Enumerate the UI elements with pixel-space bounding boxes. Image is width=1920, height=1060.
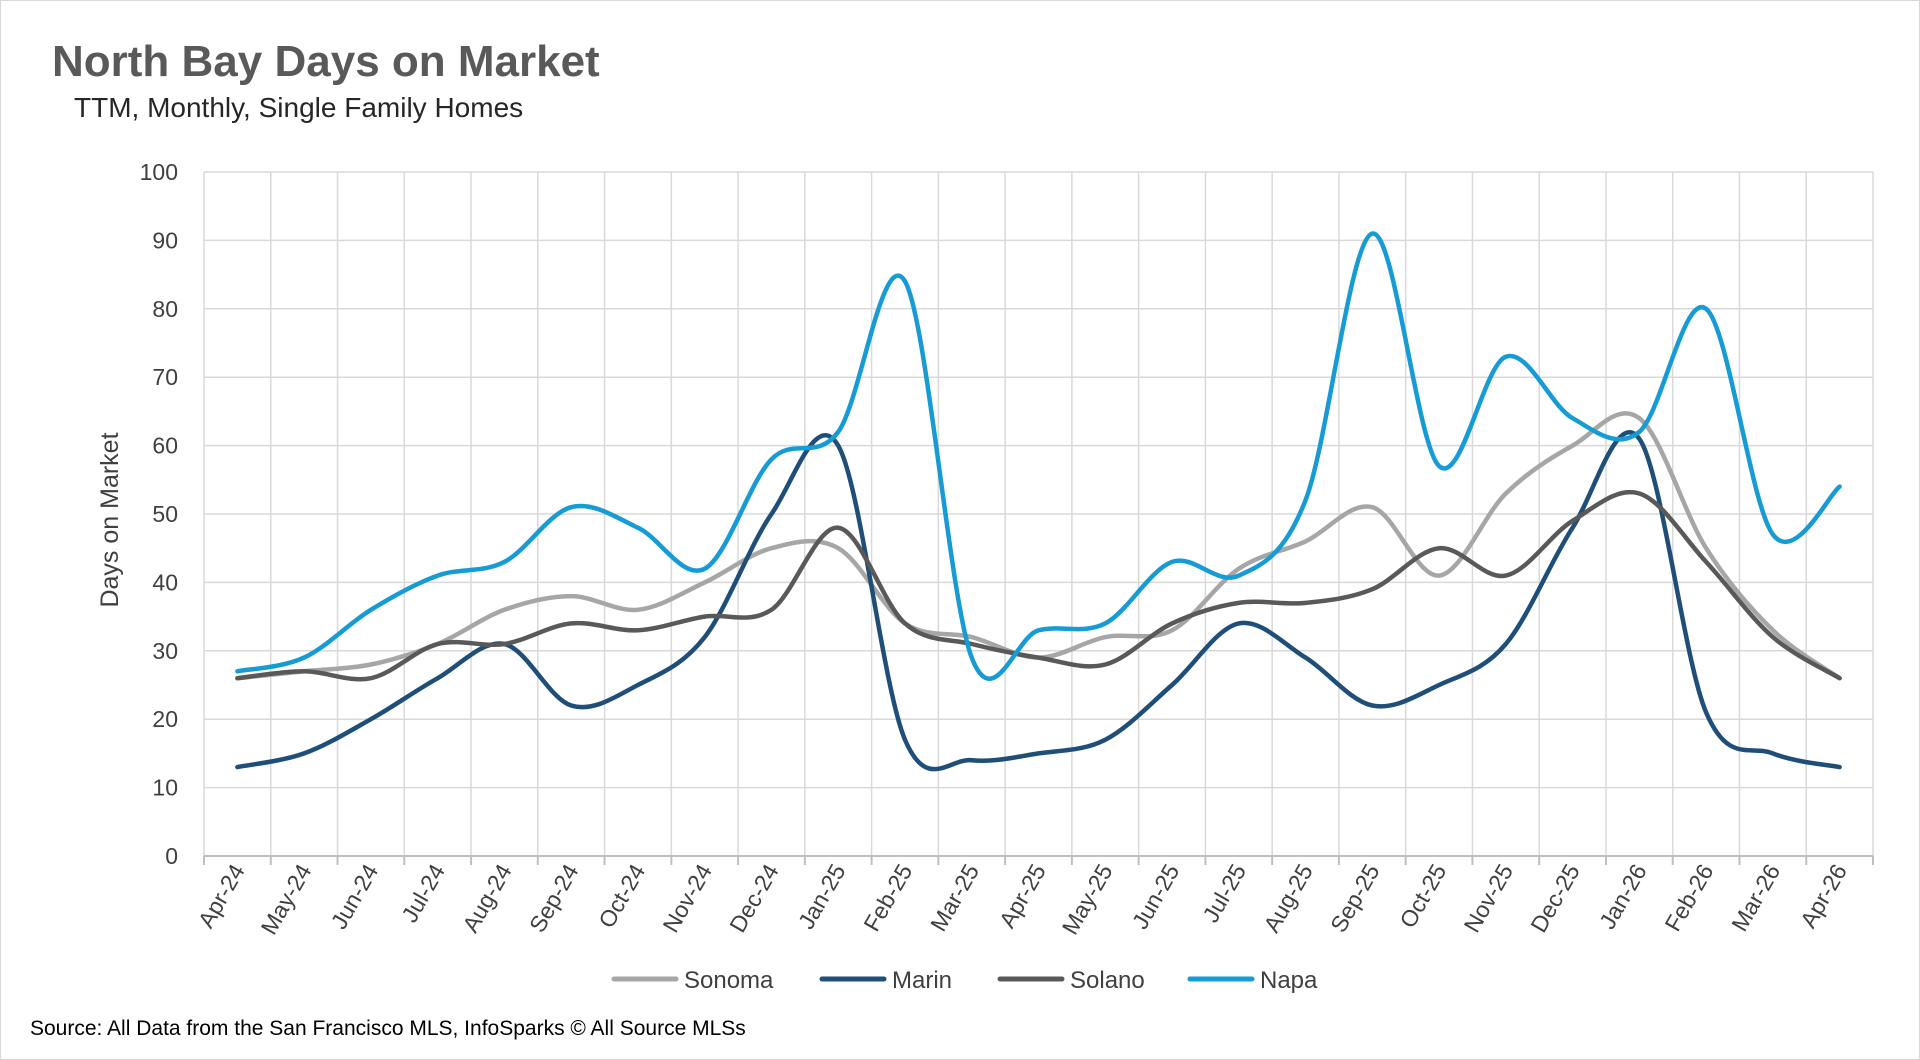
x-tick-label: Aug-25	[1258, 860, 1318, 937]
x-tick-label: Apr-25	[994, 860, 1051, 933]
legend-label-solano: Solano	[1070, 967, 1145, 994]
y-tick-label: 40	[152, 569, 178, 595]
legend-item-solano: Solano	[997, 967, 1145, 994]
x-tick-label: Nov-24	[657, 859, 717, 936]
y-tick-label: 50	[152, 501, 178, 527]
y-tick-label: 10	[152, 775, 178, 801]
y-tick-label: 90	[152, 227, 178, 253]
y-tick-label: 60	[152, 433, 178, 459]
series-lines	[235, 231, 1842, 772]
y-tick-label: 0	[165, 843, 178, 869]
x-tick-label: Sep-24	[524, 859, 584, 936]
legend-label-marin: Marin	[892, 967, 952, 994]
x-tick-label: Aug-24	[457, 859, 517, 936]
x-tick-label: Oct-24	[593, 859, 650, 932]
x-tick-label: May-25	[1057, 860, 1118, 939]
x-tick-label: Jul-24	[396, 859, 450, 926]
y-axis-label: Days on Market	[96, 432, 124, 607]
series-line-marin	[235, 430, 1842, 772]
x-tick-label: Dec-25	[1525, 860, 1585, 937]
legend-item-marin: Marin	[819, 967, 952, 994]
legend: Sonoma Marin Solano Napa	[611, 967, 1318, 994]
axes	[203, 855, 1874, 865]
x-tick-label: Jun-25	[1127, 860, 1185, 934]
x-tick-label: Jun-24	[326, 859, 384, 933]
x-tick-label: Jan-25	[793, 860, 851, 934]
x-tick-label: Dec-24	[724, 859, 784, 936]
x-tick-label: Nov-25	[1459, 860, 1519, 937]
y-tick-label: 80	[152, 296, 178, 322]
x-tick-labels: Apr-24 May-24 Jun-24 Jul-24 Aug-24 Sep-24 Oct-…	[193, 859, 1852, 939]
series-line-napa	[235, 231, 1842, 681]
y-tick-label: 30	[152, 638, 178, 664]
y-tick-labels: 0 10 20 30 40 50 60 70 80 90 100	[140, 159, 178, 869]
chart-subtitle: TTM, Monthly, Single Family Homes	[74, 92, 523, 123]
series-line-solano	[235, 489, 1842, 682]
x-tick-label: Mar-26	[1726, 860, 1785, 936]
x-tick-label: Oct-25	[1394, 860, 1451, 933]
x-tick-label: Mar-25	[925, 860, 984, 936]
y-tick-label: 70	[152, 364, 178, 390]
x-tick-label: Feb-25	[858, 860, 917, 936]
legend-item-sonoma: Sonoma	[611, 967, 774, 994]
legend-label-sonoma: Sonoma	[684, 967, 774, 994]
chart-title: North Bay Days on Market	[52, 37, 600, 86]
x-tick-label: Sep-25	[1325, 860, 1385, 937]
y-tick-label: 20	[152, 706, 178, 732]
x-tick-label: Jul-25	[1197, 860, 1251, 927]
x-tick-label: Jan-26	[1594, 860, 1652, 934]
x-tick-label: Apr-26	[1795, 860, 1852, 933]
legend-label-napa: Napa	[1260, 967, 1318, 994]
y-tick-label: 100	[140, 159, 178, 185]
x-tick-label: May-24	[256, 859, 317, 939]
series-line-sonoma	[235, 411, 1842, 681]
legend-item-napa: Napa	[1187, 967, 1318, 994]
x-tick-label: Apr-24	[193, 859, 250, 932]
x-tick-label: Feb-26	[1659, 860, 1718, 936]
source-note: Source: All Data from the San Francisco …	[30, 1017, 746, 1040]
